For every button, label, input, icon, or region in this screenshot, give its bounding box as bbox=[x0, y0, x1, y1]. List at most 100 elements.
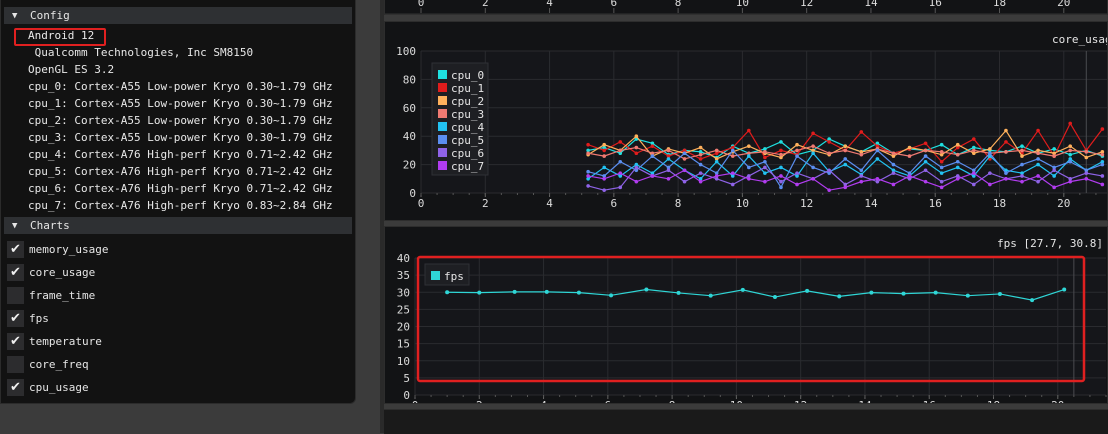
data-point-cpu-2 bbox=[811, 148, 815, 153]
checkbox[interactable] bbox=[7, 286, 24, 304]
x-tick-label: 16 bbox=[923, 399, 936, 403]
data-point-fps bbox=[805, 288, 810, 293]
chart-toggle-label: temperature bbox=[29, 334, 102, 348]
data-point-cpu-6 bbox=[698, 171, 703, 175]
data-point-cpu-7 bbox=[747, 177, 751, 181]
legend-swatch-cpu-3 bbox=[438, 109, 447, 118]
data-point-cpu-3 bbox=[747, 151, 751, 156]
data-point-cpu-5 bbox=[586, 169, 590, 174]
data-point-cpu-4 bbox=[843, 162, 848, 167]
data-point-cpu-2 bbox=[1036, 148, 1040, 153]
legend-swatch-cpu-1 bbox=[438, 83, 447, 92]
legend-label-cpu-6: cpu_6 bbox=[451, 147, 484, 160]
data-point-cpu-6 bbox=[939, 179, 944, 184]
chart-toggle-memory-usage[interactable]: ✔ memory_usage bbox=[7, 240, 108, 258]
checkbox[interactable]: ✔ bbox=[7, 240, 24, 258]
chart-toggle-temperature[interactable]: ✔ temperature bbox=[7, 332, 102, 350]
memory-usage-plot-partial: 0 2 4 6 8 10 12 14 16 18 20 bbox=[384, 0, 1108, 15]
data-point-cpu-6 bbox=[907, 177, 912, 181]
data-point-fps bbox=[512, 289, 517, 294]
data-point-cpu-4 bbox=[1100, 159, 1105, 164]
data-point-cpu-3 bbox=[1084, 150, 1089, 154]
x-tick-label: 20 bbox=[1057, 197, 1070, 210]
config-section-header[interactable]: ▼ Config bbox=[4, 7, 352, 24]
data-point-cpu-1 bbox=[939, 159, 944, 164]
data-point-cpu-7 bbox=[875, 177, 880, 181]
data-point-cpu-5 bbox=[907, 171, 912, 175]
data-point-cpu-7 bbox=[1068, 179, 1073, 184]
chart-toggle-cpu-usage[interactable]: ✔ cpu_usage bbox=[7, 378, 89, 396]
cpu-info-line: cpu_2: Cortex-A55 Low-power Kryo 0.30~1.… bbox=[28, 114, 333, 127]
x-tick-label: 14 bbox=[858, 399, 872, 403]
data-point-cpu-0 bbox=[763, 147, 767, 151]
y-tick-label: 0 bbox=[409, 187, 416, 200]
chart-toggle-label: cpu_usage bbox=[29, 380, 89, 394]
highlight-box bbox=[14, 28, 106, 46]
data-point-cpu-3 bbox=[827, 151, 831, 156]
data-point-cpu-7 bbox=[827, 188, 831, 192]
data-point-cpu-1 bbox=[618, 140, 623, 144]
checkbox[interactable]: ✔ bbox=[7, 332, 24, 350]
data-point-cpu-7 bbox=[843, 185, 848, 190]
cpu-info-line: cpu_4: Cortex-A76 High-perf Kryo 0.71~2.… bbox=[28, 148, 333, 161]
data-point-cpu-4 bbox=[779, 165, 783, 170]
data-point-fps bbox=[477, 290, 482, 295]
data-point-cpu-2 bbox=[1068, 144, 1073, 148]
collapse-triangle-icon[interactable]: ▼ bbox=[12, 10, 18, 21]
data-point-cpu-7 bbox=[618, 171, 623, 175]
data-point-cpu-4 bbox=[634, 162, 639, 167]
checkmark-icon: ✔ bbox=[10, 333, 21, 349]
collapse-triangle-icon[interactable]: ▼ bbox=[12, 220, 18, 231]
data-point-cpu-7 bbox=[779, 174, 783, 178]
data-point-cpu-1 bbox=[714, 151, 719, 156]
data-point-cpu-3 bbox=[907, 154, 912, 158]
data-point-cpu-3 bbox=[682, 157, 687, 161]
data-point-fps bbox=[869, 290, 874, 295]
data-point-fps bbox=[901, 291, 906, 296]
y-tick-label: 25 bbox=[397, 303, 410, 316]
legend-label-fps: fps bbox=[444, 270, 464, 283]
checkbox[interactable]: ✔ bbox=[7, 263, 24, 281]
data-point-cpu-0 bbox=[618, 151, 623, 156]
data-point-cpu-4 bbox=[698, 177, 703, 181]
fps-plot[interactable]: fps [27.7, 30.8] 0 5 10 15 20 25 30 35 40 0 2 4 6 8 10 1… bbox=[384, 226, 1108, 412]
data-point-cpu-5 bbox=[698, 162, 703, 167]
data-point-cpu-5 bbox=[827, 171, 831, 175]
data-point-cpu-6 bbox=[602, 188, 606, 192]
data-point-cpu-3 bbox=[650, 151, 655, 156]
data-point-cpu-3 bbox=[714, 148, 719, 153]
data-point-cpu-1 bbox=[666, 154, 671, 158]
data-point-cpu-3 bbox=[795, 148, 799, 153]
data-point-cpu-4 bbox=[586, 177, 590, 181]
config-header-label: Config bbox=[30, 9, 70, 22]
panel-splitter[interactable] bbox=[380, 0, 384, 433]
data-point-cpu-6 bbox=[1052, 168, 1056, 173]
x-tick-label: 4 bbox=[540, 399, 547, 403]
cpu-info-line: cpu_7: Cortex-A76 High-perf Kryo 0.83~2.… bbox=[28, 199, 333, 212]
chart-toggle-fps[interactable]: ✔ fps bbox=[7, 309, 49, 327]
data-point-cpu-5 bbox=[682, 151, 687, 156]
data-point-cpu-7 bbox=[939, 185, 944, 190]
gl-version-text: OpenGL ES 3.2 bbox=[28, 63, 115, 76]
data-point-cpu-6 bbox=[843, 182, 848, 187]
data-point-cpu-2 bbox=[747, 144, 751, 148]
data-point-cpu-5 bbox=[763, 159, 767, 164]
checkbox[interactable]: ✔ bbox=[7, 378, 24, 396]
legend-label-cpu-4: cpu_4 bbox=[451, 121, 484, 134]
chart-toggle-core-usage[interactable]: ✔ core_usage bbox=[7, 263, 95, 281]
data-point-cpu-0 bbox=[1068, 152, 1073, 157]
checkbox[interactable] bbox=[7, 355, 24, 373]
core-usage-plot[interactable]: core_usage 0 20 40 60 80 100 0 2 4 6 8 10 12 14 16 18 20 c… bbox=[384, 21, 1108, 221]
data-point-fps bbox=[644, 287, 649, 292]
charts-section-header[interactable]: ▼ Charts bbox=[4, 217, 352, 234]
data-point-cpu-4 bbox=[795, 174, 799, 178]
x-tick-label: 2 bbox=[482, 197, 489, 210]
y-tick-label: 0 bbox=[403, 389, 410, 402]
chart-toggle-core-freq[interactable]: core_freq bbox=[7, 355, 89, 373]
checkmark-icon: ✔ bbox=[10, 241, 21, 257]
data-point-cpu-5 bbox=[859, 168, 864, 173]
checkbox[interactable]: ✔ bbox=[7, 309, 24, 327]
data-point-cpu-4 bbox=[666, 157, 671, 161]
chart-toggle-frame-time[interactable]: frame_time bbox=[7, 286, 95, 304]
data-point-cpu-1 bbox=[1100, 127, 1105, 131]
